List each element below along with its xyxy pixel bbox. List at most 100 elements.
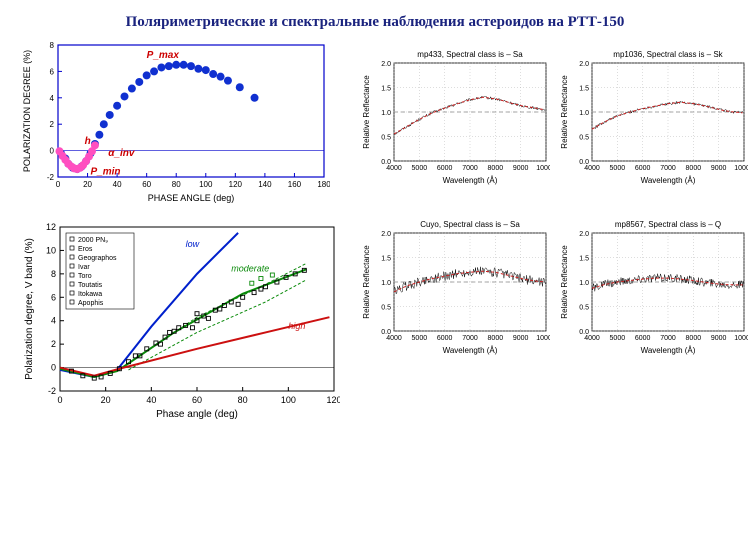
svg-text:Relative Reflectance: Relative Reflectance <box>362 245 371 319</box>
svg-text:Apophis: Apophis <box>78 300 104 307</box>
svg-text:5000: 5000 <box>610 165 626 172</box>
svg-text:6: 6 <box>51 292 56 302</box>
svg-text:Geographos: Geographos <box>78 255 117 262</box>
svg-text:0.0: 0.0 <box>381 329 391 336</box>
svg-text:Wavelength (Å): Wavelength (Å) <box>443 346 498 355</box>
svg-text:1.0: 1.0 <box>579 110 589 117</box>
svg-text:40: 40 <box>113 180 122 189</box>
svg-text:Wavelength (Å): Wavelength (Å) <box>641 176 696 185</box>
svg-text:9000: 9000 <box>711 165 727 172</box>
svg-text:0.5: 0.5 <box>381 305 391 312</box>
svg-text:9000: 9000 <box>513 335 529 342</box>
svg-text:Wavelength (Å): Wavelength (Å) <box>641 346 696 355</box>
svg-text:0.0: 0.0 <box>381 159 391 166</box>
svg-text:8000: 8000 <box>686 335 702 342</box>
svg-text:5000: 5000 <box>412 335 428 342</box>
svg-text:Toro: Toro <box>78 273 92 280</box>
svg-text:40: 40 <box>146 395 156 405</box>
svg-text:6000: 6000 <box>635 335 651 342</box>
page-title: Поляриметрические и спектральные наблюде… <box>0 0 750 31</box>
svg-text:1.0: 1.0 <box>381 110 391 117</box>
svg-text:6000: 6000 <box>437 335 453 342</box>
svg-text:Relative Reflectance: Relative Reflectance <box>560 75 569 149</box>
svg-text:120: 120 <box>229 180 243 189</box>
svg-text:6: 6 <box>50 67 55 76</box>
svg-text:140: 140 <box>258 180 272 189</box>
svg-text:1.5: 1.5 <box>579 256 589 263</box>
svg-text:Itokawa: Itokawa <box>78 291 102 298</box>
svg-text:0: 0 <box>56 180 61 189</box>
svg-text:Cuyo, Spectral class is – Sa: Cuyo, Spectral class is – Sa <box>420 220 520 229</box>
svg-text:10: 10 <box>46 245 56 255</box>
svg-text:4000: 4000 <box>386 335 402 342</box>
svg-text:2: 2 <box>51 339 56 349</box>
svg-text:100: 100 <box>199 180 213 189</box>
svg-text:20: 20 <box>83 180 92 189</box>
svg-text:0: 0 <box>50 147 55 156</box>
svg-text:0.5: 0.5 <box>381 135 391 142</box>
svg-text:2.0: 2.0 <box>381 61 391 68</box>
svg-text:0: 0 <box>51 363 56 373</box>
polarization-band-chart: 020406080100120-2024681012lowmoderatehig… <box>20 221 340 421</box>
svg-text:12: 12 <box>46 222 56 232</box>
svg-text:Polarization degree, V band (%: Polarization degree, V band (%) <box>24 238 35 380</box>
spectrum-cuyo: Cuyo, Spectral class is – Sa 4000 5000 6000… <box>360 217 550 357</box>
svg-text:2.0: 2.0 <box>579 61 589 68</box>
svg-text:80: 80 <box>172 180 181 189</box>
svg-text:6000: 6000 <box>437 165 453 172</box>
svg-text:4: 4 <box>50 94 55 103</box>
svg-text:P_min: P_min <box>91 166 121 177</box>
svg-text:low: low <box>186 239 200 249</box>
svg-text:7000: 7000 <box>462 335 478 342</box>
spectrum-mp433: mp433, Spectral class is – Sa 4000 5000 600… <box>360 47 550 187</box>
svg-text:100: 100 <box>281 395 296 405</box>
svg-text:0: 0 <box>57 395 62 405</box>
svg-text:2: 2 <box>50 120 55 129</box>
svg-text:1.5: 1.5 <box>579 86 589 93</box>
svg-text:1.0: 1.0 <box>579 280 589 287</box>
svg-text:10000: 10000 <box>734 335 748 342</box>
svg-text:4000: 4000 <box>584 165 600 172</box>
svg-text:Eros: Eros <box>78 246 93 253</box>
svg-text:60: 60 <box>142 180 151 189</box>
svg-text:Toutatis: Toutatis <box>78 282 103 289</box>
svg-text:2000 PN₉: 2000 PN₉ <box>78 237 108 244</box>
svg-text:8000: 8000 <box>488 165 504 172</box>
svg-text:6000: 6000 <box>635 165 651 172</box>
svg-text:8000: 8000 <box>686 165 702 172</box>
svg-text:8: 8 <box>51 269 56 279</box>
chart-grid: 020406080100120140160180-202468P_maxhα_i… <box>0 31 750 531</box>
svg-text:mp433, Spectral class is – Sa: mp433, Spectral class is – Sa <box>417 50 523 59</box>
svg-text:mp8567, Spectral class is – Q: mp8567, Spectral class is – Q <box>615 220 721 229</box>
polarization-phase-chart: 020406080100120140160180-202468P_maxhα_i… <box>20 37 330 205</box>
svg-text:8000: 8000 <box>488 335 504 342</box>
svg-text:h: h <box>85 136 91 147</box>
spectrum-mp1036: mp1036, Spectral class is – Sk4000500060… <box>558 47 748 187</box>
spectrum-mp8567: mp8567, Spectral class is – Q40005000600… <box>558 217 748 357</box>
svg-text:180: 180 <box>317 180 330 189</box>
svg-text:α_inv: α_inv <box>108 148 136 159</box>
svg-text:Relative Reflectance: Relative Reflectance <box>560 245 569 319</box>
svg-text:80: 80 <box>238 395 248 405</box>
svg-text:2.0: 2.0 <box>381 231 391 238</box>
svg-text:0.0: 0.0 <box>579 159 589 166</box>
svg-text:Phase angle (deg): Phase angle (deg) <box>156 409 238 420</box>
svg-text:0.5: 0.5 <box>579 305 589 312</box>
svg-text:moderate: moderate <box>231 264 269 274</box>
svg-text:Ivar: Ivar <box>78 264 90 271</box>
svg-text:5000: 5000 <box>412 165 428 172</box>
svg-text:1.0: 1.0 <box>381 280 391 287</box>
svg-text:9000: 9000 <box>711 335 727 342</box>
svg-text:7000: 7000 <box>660 335 676 342</box>
svg-text:4000: 4000 <box>386 165 402 172</box>
svg-text:120: 120 <box>326 395 340 405</box>
svg-text:PHASE ANGLE (deg): PHASE ANGLE (deg) <box>148 193 235 203</box>
svg-text:160: 160 <box>288 180 302 189</box>
svg-text:9000: 9000 <box>513 165 529 172</box>
svg-text:0.5: 0.5 <box>579 135 589 142</box>
svg-text:1.5: 1.5 <box>381 86 391 93</box>
svg-text:4000: 4000 <box>584 335 600 342</box>
svg-text:10000: 10000 <box>536 165 550 172</box>
svg-text:Relative Reflectance: Relative Reflectance <box>362 75 371 149</box>
svg-text:-2: -2 <box>48 386 56 396</box>
